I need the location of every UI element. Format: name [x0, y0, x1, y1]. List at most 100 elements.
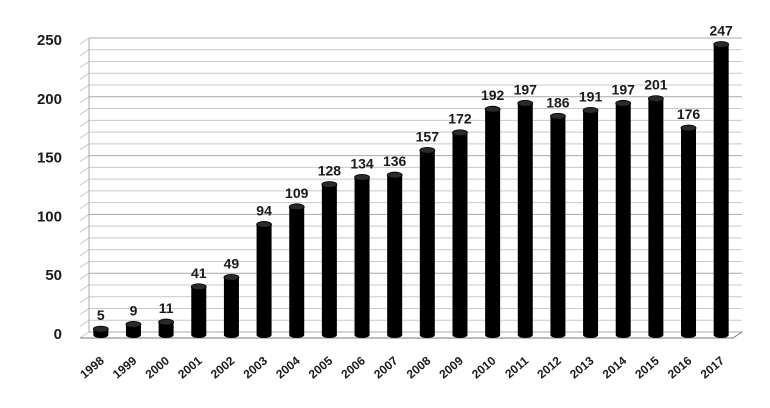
bar — [419, 146, 436, 338]
gridline-depth — [79, 96, 90, 104]
bar — [125, 321, 142, 338]
x-tick-label: 2004 — [273, 353, 303, 381]
y-tick-label: 150 — [37, 150, 62, 167]
bar — [288, 203, 305, 338]
x-tick-label: 2001 — [175, 353, 205, 381]
data-label: 94 — [256, 202, 272, 218]
gridline-depth — [79, 178, 90, 186]
x-tick-label: 2015 — [632, 353, 662, 381]
bar-body — [583, 110, 599, 338]
data-label: 201 — [644, 77, 668, 93]
y-tick-label: 250 — [37, 32, 62, 49]
x-tick-label: 2008 — [404, 353, 434, 381]
x-tick-label: 2012 — [534, 353, 564, 381]
x-tick-label: 2007 — [371, 353, 401, 381]
gridline-depth — [79, 225, 90, 233]
y-tick-label: 100 — [37, 208, 62, 225]
bar — [550, 112, 566, 338]
data-label: 186 — [546, 94, 570, 110]
bar-body — [354, 177, 370, 338]
bar-body — [321, 184, 337, 338]
bar — [386, 171, 403, 338]
bar-top — [223, 273, 240, 281]
bar-top — [647, 95, 664, 103]
bar-body — [713, 44, 729, 338]
bar — [582, 106, 599, 338]
bar-body — [452, 132, 468, 338]
axes — [80, 38, 743, 339]
gridline-depth — [79, 143, 90, 151]
bar-top — [256, 221, 272, 228]
bars — [92, 41, 730, 339]
gridline-depth — [79, 190, 90, 198]
data-labels: 5 9 11 41 49 94 109 128 134 136 157 172 192 197 186 191… — [97, 23, 733, 324]
gridline-depth — [79, 202, 90, 210]
gridline-depth — [79, 331, 90, 339]
floor-side-edge — [732, 331, 743, 339]
data-label: 9 — [130, 302, 138, 318]
x-tick-label: 2017 — [698, 353, 728, 381]
bar-body — [191, 286, 207, 338]
gridline-depth — [79, 249, 90, 257]
gridline-depth — [79, 49, 90, 57]
y-tick-label: 50 — [45, 267, 62, 284]
x-tick-label: 2013 — [567, 353, 597, 381]
bar-body — [550, 116, 566, 338]
x-tick-label: 2005 — [306, 353, 336, 381]
bar-top — [582, 106, 599, 114]
bar — [452, 129, 468, 338]
gridline-depth — [79, 108, 90, 115]
bar — [256, 221, 272, 338]
x-tick-label: 1998 — [77, 353, 107, 381]
gridline-depth — [79, 272, 90, 280]
data-label: 197 — [612, 81, 636, 97]
bar-top — [452, 129, 468, 137]
bar-body — [256, 224, 272, 338]
bar-body — [615, 103, 631, 338]
data-label: 157 — [416, 128, 440, 144]
data-label: 176 — [677, 106, 701, 122]
gridline-depth — [79, 319, 90, 327]
data-label: 49 — [224, 255, 240, 271]
bar-body — [485, 109, 501, 338]
data-label: 41 — [191, 265, 207, 281]
gridline-depth — [79, 61, 90, 68]
data-label: 11 — [159, 300, 174, 316]
bar — [484, 105, 501, 338]
x-tick-label: 2016 — [665, 353, 695, 381]
x-tick-label: 2003 — [241, 353, 271, 381]
bar-top — [158, 318, 175, 326]
bar-body — [517, 103, 533, 338]
gridline-depth — [79, 166, 90, 174]
bar — [647, 95, 664, 339]
bar-body — [223, 277, 239, 338]
gridlines — [79, 37, 742, 339]
x-tick-label: 2009 — [436, 353, 466, 381]
data-label: 109 — [285, 185, 309, 201]
bar-top — [92, 325, 109, 333]
gridline-depth — [79, 131, 90, 139]
bar-body — [289, 206, 305, 338]
data-label: 247 — [709, 23, 733, 39]
bar — [615, 99, 632, 338]
y-tick-labels: 0 50 100 150 200 250 — [37, 32, 62, 343]
gridline-depth — [79, 213, 90, 221]
bar-top — [288, 203, 305, 211]
data-label: 172 — [448, 111, 472, 127]
data-label: 136 — [383, 153, 407, 169]
y-tick-label: 200 — [37, 91, 62, 108]
data-label: 192 — [481, 87, 505, 103]
bar-body — [648, 98, 664, 339]
gridline-depth — [79, 237, 90, 245]
x-tick-label: 2014 — [600, 353, 630, 381]
bar-top — [125, 321, 142, 328]
bar-top — [386, 171, 403, 179]
bar-top — [550, 112, 566, 120]
gridline-depth — [79, 296, 90, 304]
x-tick-labels: 1998 1999 2000 2001 2002 2003 2004 2005 2006 2007… — [77, 353, 727, 381]
bar — [321, 181, 338, 338]
bar-top — [615, 99, 632, 107]
x-tick-label: 2010 — [469, 353, 499, 381]
gridline-depth — [79, 119, 90, 127]
